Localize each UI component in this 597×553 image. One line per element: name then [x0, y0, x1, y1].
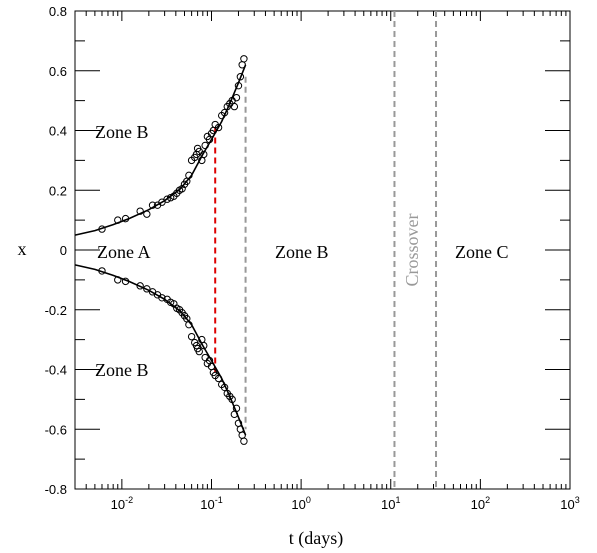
- data-point: [158, 294, 166, 302]
- data-point: [200, 150, 208, 159]
- data-point: [136, 207, 144, 215]
- data-point: [98, 267, 106, 275]
- data-point: [236, 73, 245, 81]
- x-tick-label: 103: [560, 495, 579, 512]
- y-tick-label: -0.2: [45, 303, 67, 318]
- zone-c-label: Zone C: [455, 242, 509, 262]
- crossover-label: Crossover: [402, 214, 422, 287]
- data-point: [220, 383, 229, 392]
- data-point: [238, 61, 246, 69]
- x-tick-label: 102: [471, 495, 490, 512]
- data-point: [121, 214, 130, 223]
- y-tick-label: -0.6: [45, 422, 67, 437]
- data-point: [185, 320, 193, 329]
- x-tick-label: 100: [291, 495, 310, 512]
- data-point: [178, 185, 186, 193]
- data-point: [238, 431, 246, 439]
- x-axis-title: t (days): [289, 528, 343, 549]
- data-point: [200, 341, 208, 350]
- y-tick-label: 0.6: [49, 64, 67, 79]
- data-point: [185, 171, 193, 180]
- data-point: [228, 395, 236, 404]
- data-point: [232, 404, 241, 413]
- data-point: [143, 210, 151, 218]
- y-tick-label: 0.8: [49, 4, 67, 19]
- zone-b-upper-label: Zone B: [95, 122, 149, 142]
- x-tick-label: 10-2: [111, 495, 133, 512]
- data-point: [234, 81, 243, 90]
- x-tick-label: 10-1: [200, 495, 222, 512]
- y-tick-label: -0.4: [45, 363, 67, 378]
- y-tick-label: -0.8: [45, 482, 67, 497]
- fit-curve: [74, 264, 247, 436]
- data-point: [121, 277, 130, 286]
- data-point: [220, 108, 229, 117]
- data-point: [230, 102, 239, 111]
- data-point: [114, 216, 122, 224]
- y-tick-label: 0.2: [49, 183, 67, 198]
- x-tick-label: 101: [381, 495, 400, 512]
- data-point: [163, 195, 171, 203]
- y-axis-title: x: [18, 239, 27, 259]
- data-point: [114, 276, 122, 284]
- y-tick-label: 0.4: [49, 124, 67, 139]
- data-point: [148, 201, 157, 209]
- zone-b-middle-label: Zone B: [275, 242, 329, 262]
- data-point: [214, 374, 223, 383]
- data-point: [240, 55, 248, 63]
- data-point: [201, 141, 209, 150]
- y-tick-label: 0: [60, 243, 67, 258]
- data-point: [240, 437, 248, 445]
- fit-curve: [74, 64, 247, 236]
- zone-a-label: Zone A: [97, 242, 151, 262]
- data-point: [195, 347, 203, 356]
- data-point: [136, 282, 144, 290]
- data-point: [214, 123, 223, 132]
- zone-b-lower-label: Zone B: [95, 360, 149, 380]
- data-point: [143, 285, 151, 293]
- data-point: [98, 225, 106, 233]
- data-point: [232, 93, 241, 102]
- data-point: [187, 332, 196, 341]
